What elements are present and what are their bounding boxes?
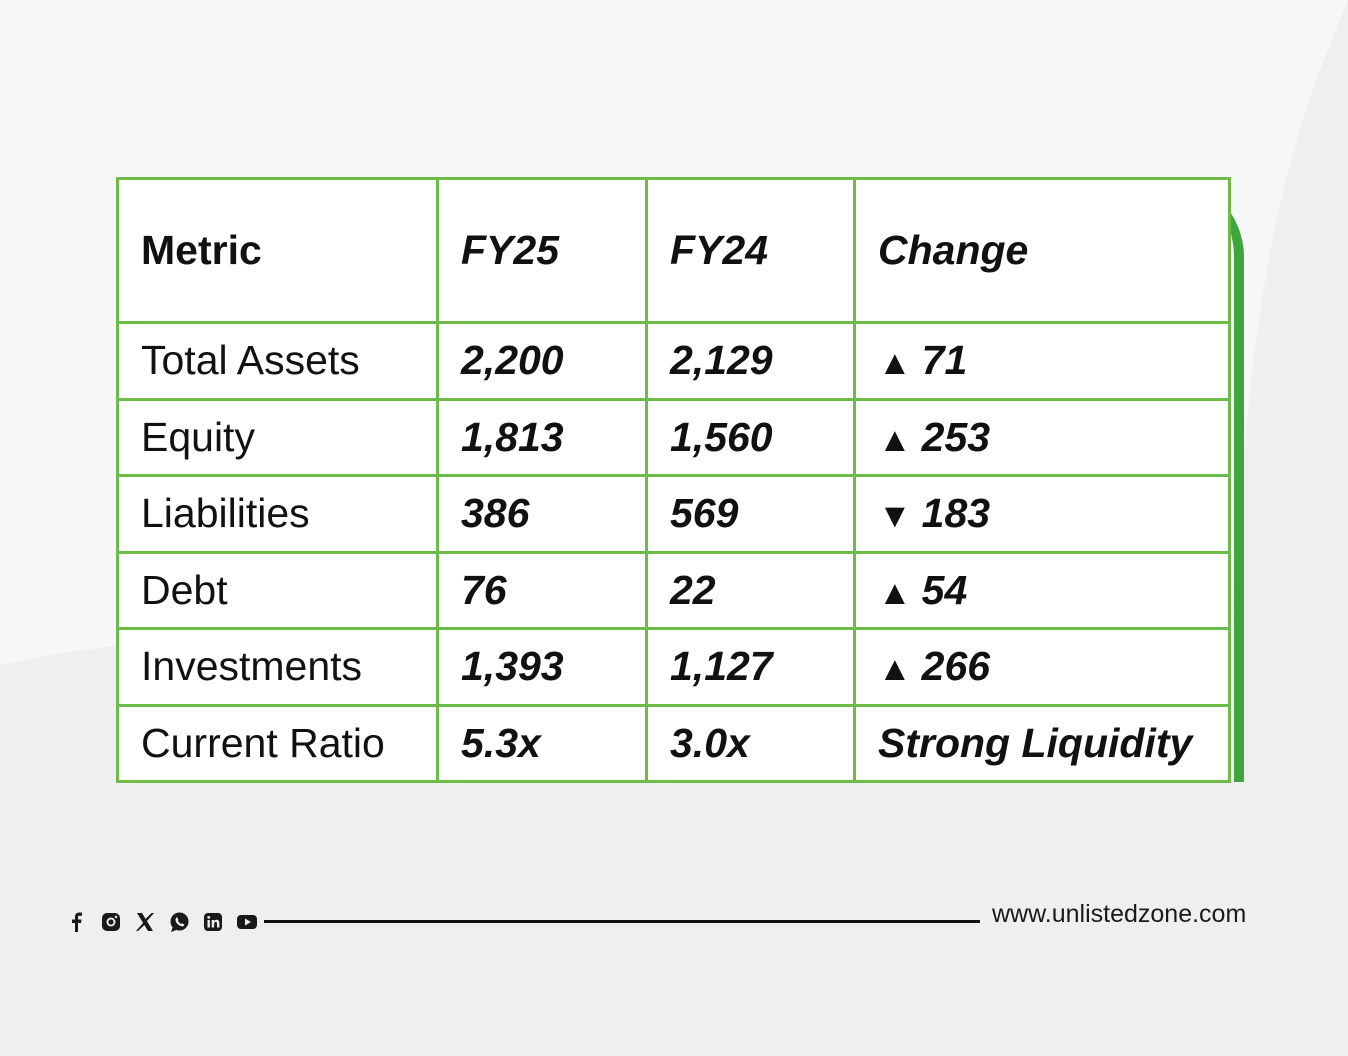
change-value: 266 bbox=[921, 643, 991, 690]
up-arrow-icon: ▲ bbox=[878, 420, 912, 459]
change-cell: ▼ 183 bbox=[853, 474, 1231, 554]
fy25-cell: 1,813 bbox=[436, 397, 648, 477]
fy25-cell: 5.3x bbox=[436, 703, 648, 783]
fy24-cell: 1,560 bbox=[645, 397, 856, 477]
fy25-cell: 76 bbox=[436, 550, 648, 630]
x-icon[interactable] bbox=[134, 911, 156, 933]
metric-cell: Current Ratio bbox=[116, 703, 439, 783]
fy24-cell: 2,129 bbox=[645, 321, 856, 401]
card-accent-border bbox=[116, 177, 1244, 782]
up-arrow-icon: ▲ bbox=[878, 344, 912, 383]
fy24-cell: 1,127 bbox=[645, 627, 856, 707]
metrics-table: Metric FY25 FY24 Change Total Assets 2,2… bbox=[116, 177, 1231, 783]
metrics-card: Metric FY25 FY24 Change Total Assets 2,2… bbox=[116, 177, 1244, 784]
footer-divider bbox=[264, 920, 980, 923]
youtube-icon[interactable] bbox=[236, 911, 258, 933]
table-row: Equity 1,813 1,560 ▲ 253 bbox=[116, 397, 1231, 477]
change-value: 54 bbox=[921, 566, 968, 613]
fy25-cell: 2,200 bbox=[436, 321, 648, 401]
header-fy24: FY24 bbox=[645, 177, 856, 324]
change-cell: ▲ 54 bbox=[853, 550, 1231, 630]
header-metric: Metric bbox=[116, 177, 439, 324]
fy24-cell: 3.0x bbox=[645, 703, 856, 783]
facebook-icon[interactable] bbox=[66, 911, 88, 933]
table-row: Current Ratio 5.3x 3.0x Strong Liquidity bbox=[116, 703, 1231, 783]
change-value: Strong Liquidity bbox=[878, 719, 1193, 766]
fy24-cell: 22 bbox=[645, 550, 856, 630]
change-cell: ▲ 266 bbox=[853, 627, 1231, 707]
footer: www.unlistedzone.com bbox=[0, 890, 1348, 950]
header-change: Change bbox=[853, 177, 1231, 324]
change-cell: ▲ 71 bbox=[853, 321, 1231, 401]
metric-cell: Investments bbox=[116, 627, 439, 707]
table-row: Liabilities 386 569 ▼ 183 bbox=[116, 474, 1231, 554]
up-arrow-icon: ▲ bbox=[878, 650, 912, 689]
change-cell: Strong Liquidity bbox=[853, 703, 1231, 783]
linkedin-icon[interactable] bbox=[202, 911, 224, 933]
instagram-icon[interactable] bbox=[100, 911, 122, 933]
change-value: 183 bbox=[921, 490, 991, 537]
table-row: Total Assets 2,200 2,129 ▲ 71 bbox=[116, 321, 1231, 401]
change-value: 253 bbox=[921, 413, 991, 460]
table-row: Debt 76 22 ▲ 54 bbox=[116, 550, 1231, 630]
change-cell: ▲ 253 bbox=[853, 397, 1231, 477]
metric-cell: Debt bbox=[116, 550, 439, 630]
whatsapp-icon[interactable] bbox=[168, 911, 190, 933]
table-row: Investments 1,393 1,127 ▲ 266 bbox=[116, 627, 1231, 707]
up-arrow-icon: ▲ bbox=[878, 573, 912, 612]
header-fy25: FY25 bbox=[436, 177, 648, 324]
fy25-cell: 386 bbox=[436, 474, 648, 554]
fy24-cell: 569 bbox=[645, 474, 856, 554]
metric-cell: Equity bbox=[116, 397, 439, 477]
down-arrow-icon: ▼ bbox=[878, 497, 912, 536]
social-icons bbox=[66, 911, 258, 933]
website-link[interactable]: www.unlistedzone.com bbox=[992, 900, 1247, 928]
change-value: 71 bbox=[921, 337, 968, 384]
metric-cell: Total Assets bbox=[116, 321, 439, 401]
fy25-cell: 1,393 bbox=[436, 627, 648, 707]
metric-cell: Liabilities bbox=[116, 474, 439, 554]
table-header-row: Metric FY25 FY24 Change bbox=[116, 177, 1231, 324]
